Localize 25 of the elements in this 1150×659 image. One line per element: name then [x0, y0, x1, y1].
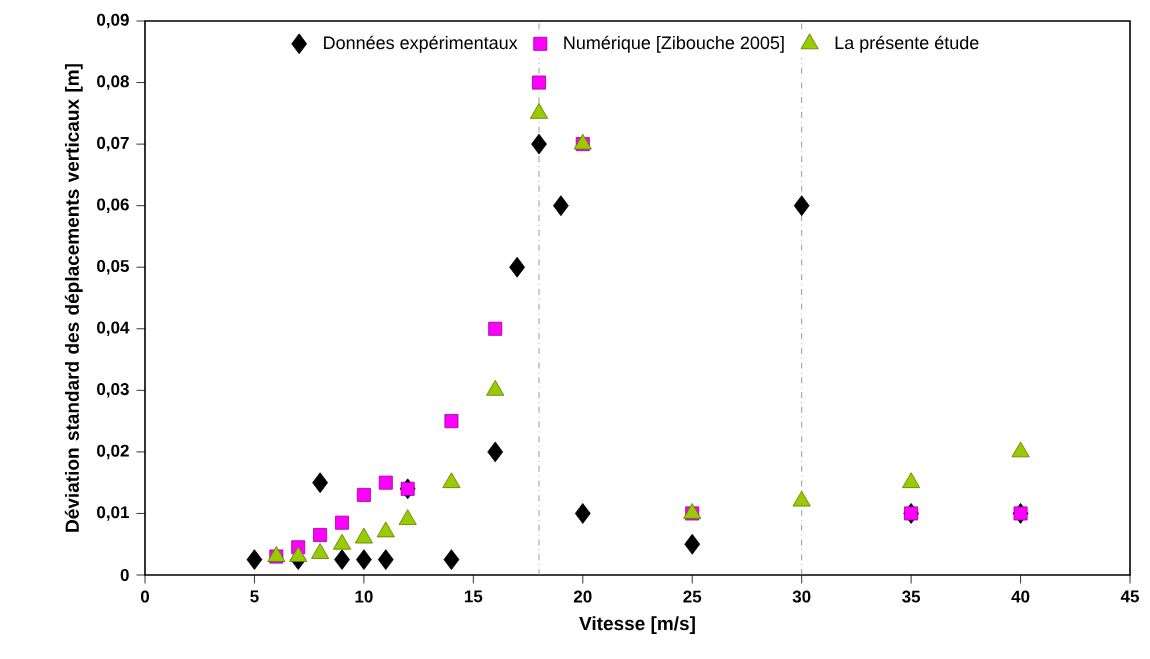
legend-label: La présente étude — [835, 35, 979, 53]
x-tick-label: 20 — [573, 590, 592, 603]
y-axis-title: Déviation standard des déplacements verticaux [m] — [64, 64, 83, 532]
y-tick-label: 0,08 — [97, 75, 129, 90]
x-tick-label: 30 — [792, 590, 811, 603]
legend-label: Données expérimentaux — [324, 35, 518, 53]
y-tick-label: 0,02 — [97, 444, 129, 460]
x-tick-label: 10 — [355, 590, 373, 603]
x-tick-label: 40 — [1011, 590, 1030, 603]
y-tick-label: 0,01 — [97, 506, 129, 521]
y-tick-label: 0,03 — [97, 383, 129, 398]
x-tick-label: 25 — [683, 590, 702, 603]
x-tick-label: 15 — [464, 590, 483, 603]
y-tick-label: 0,05 — [97, 259, 129, 275]
y-tick-label: 0,04 — [97, 321, 130, 337]
x-tick-label: 0 — [140, 590, 150, 603]
y-tick-label: 0,09 — [97, 13, 129, 29]
x-tick-label: 5 — [250, 590, 259, 603]
legend-label: Numérique [Zibouche 2005] — [564, 35, 784, 53]
y-tick-label: 0 — [120, 568, 129, 582]
y-tick-label: 0,07 — [97, 136, 129, 152]
x-tick-label: 35 — [902, 590, 921, 603]
x-tick-label: 45 — [1120, 590, 1139, 603]
y-tick-label: 0,06 — [97, 198, 129, 213]
x-axis-title: Vitesse [m/s] — [579, 616, 695, 634]
